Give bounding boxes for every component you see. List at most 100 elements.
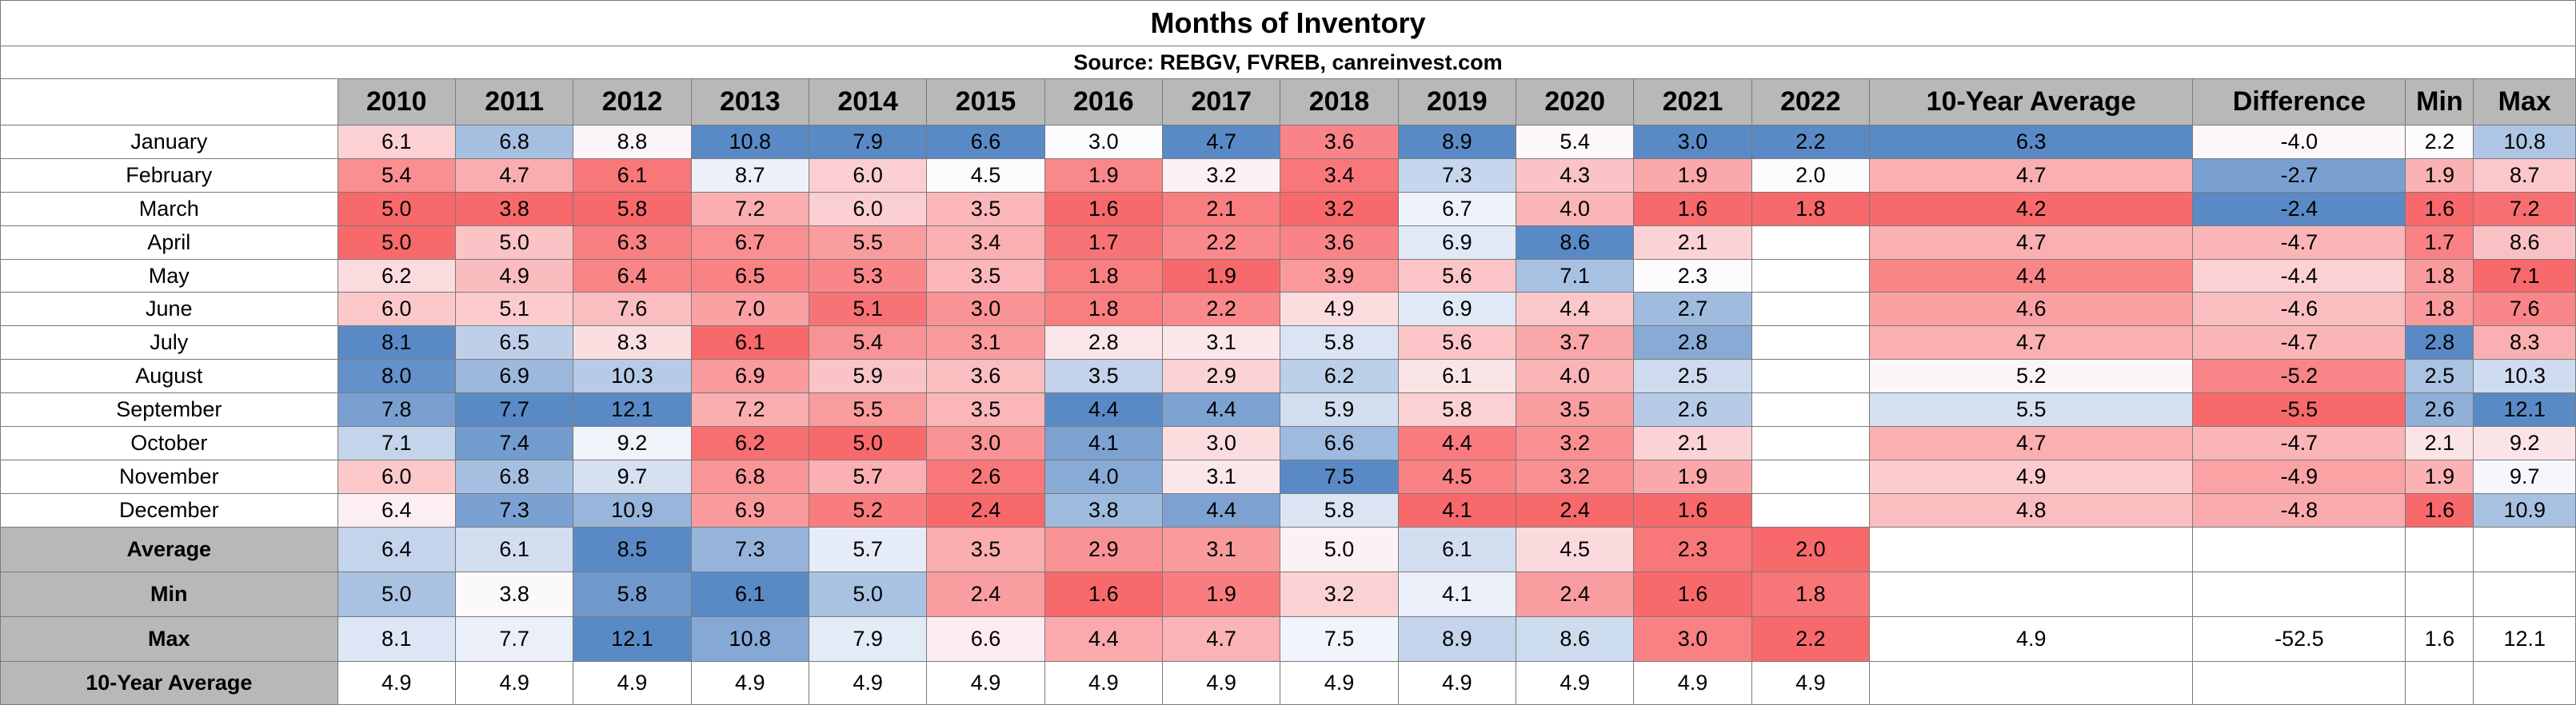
summary-cell: 1.8 xyxy=(1751,571,1871,617)
data-cell: 12.1 xyxy=(2473,392,2576,428)
summary-cell xyxy=(2473,526,2576,572)
summary-cell xyxy=(1869,526,2194,572)
column-header-2014: 2014 xyxy=(808,78,928,125)
data-cell: 6.4 xyxy=(573,258,692,293)
summary-cell: 8.5 xyxy=(573,526,692,572)
data-cell: 9.2 xyxy=(2473,426,2576,460)
data-cell: 6.2 xyxy=(1280,359,1399,394)
data-cell: 4.4 xyxy=(1161,492,1281,528)
row-label-february: February xyxy=(0,157,338,193)
data-cell: 7.4 xyxy=(454,426,574,460)
column-header-2022: 2022 xyxy=(1751,78,1871,125)
column-header-2019: 2019 xyxy=(1397,78,1517,125)
data-cell: 7.8 xyxy=(337,392,456,428)
data-cell: 1.7 xyxy=(1044,225,1164,260)
data-cell: 4.8 xyxy=(1869,492,2194,528)
data-cell: -2.4 xyxy=(2192,191,2406,226)
data-cell: 5.3 xyxy=(808,258,928,293)
data-cell: 10.3 xyxy=(573,359,692,394)
data-cell: 6.5 xyxy=(690,258,809,293)
data-cell: 5.6 xyxy=(1397,258,1517,293)
data-cell: 4.7 xyxy=(1869,426,2194,460)
summary-cell xyxy=(2473,571,2576,617)
summary-cell: 5.0 xyxy=(808,571,928,617)
data-cell: 3.1 xyxy=(926,325,1045,360)
data-cell: 3.0 xyxy=(926,292,1045,327)
data-cell: 5.1 xyxy=(808,292,928,327)
data-cell: 10.9 xyxy=(573,492,692,528)
summary-cell: 4.7 xyxy=(1161,615,1281,662)
data-cell: 6.5 xyxy=(454,325,574,360)
data-cell: 1.6 xyxy=(1633,191,1752,226)
summary-cell xyxy=(2405,526,2474,572)
row-label-september: September xyxy=(0,392,338,428)
table-row: September 7.8 7.7 12.1 7.2 5.5 3.5 4.4 4.4 5.9 5.8… xyxy=(0,392,2576,428)
summary-row-min: Min 5.0 3.8 5.8 6.1 5.0 2.4 1.6 1.9 3.2 4.1 2.4 1.6 1… xyxy=(0,571,2576,617)
data-cell: 3.2 xyxy=(1280,191,1399,226)
summary-cell: 4.9 xyxy=(1869,615,2194,662)
row-label-april: April xyxy=(0,225,338,260)
column-header-2021: 2021 xyxy=(1633,78,1752,125)
column-header-difference: Difference xyxy=(2192,78,2406,125)
data-cell: 6.2 xyxy=(337,258,456,293)
data-cell: 2.8 xyxy=(1633,325,1752,360)
summary-cell: 6.1 xyxy=(1397,526,1517,572)
summary-cell: 6.6 xyxy=(926,615,1045,662)
summary-cell: 5.7 xyxy=(808,526,928,572)
data-cell: 5.6 xyxy=(1397,325,1517,360)
summary-cell: 3.0 xyxy=(1633,615,1752,662)
summary-cell: 4.5 xyxy=(1516,526,1635,572)
data-cell: 2.4 xyxy=(926,492,1045,528)
summary-row-max: Max 8.1 7.7 12.1 10.8 7.9 6.6 4.4 4.7 7.5 8.9 8.6 3.… xyxy=(0,615,2576,662)
data-cell: 7.3 xyxy=(1397,157,1517,193)
summary-cell: 4.9 xyxy=(573,660,692,705)
data-cell: 4.1 xyxy=(1397,492,1517,528)
data-cell: 3.5 xyxy=(926,392,1045,428)
data-cell: 3.4 xyxy=(1280,157,1399,193)
data-cell: 7.9 xyxy=(808,125,928,159)
table-row: March 5.0 3.8 5.8 7.2 6.0 3.5 1.6 2.1 3.2 6.7 4.0 1.… xyxy=(0,191,2576,226)
data-cell: -4.7 xyxy=(2192,426,2406,460)
data-cell: 6.1 xyxy=(337,125,456,159)
data-cell: 5.5 xyxy=(1869,392,2194,428)
summary-cell xyxy=(2192,526,2406,572)
summary-cell: 7.5 xyxy=(1280,615,1399,662)
summary-cell: 1.9 xyxy=(1161,571,1281,617)
data-cell: 4.1 xyxy=(1044,426,1164,460)
data-cell: 4.4 xyxy=(1161,392,1281,428)
data-cell: 5.1 xyxy=(454,292,574,327)
data-cell: 5.0 xyxy=(454,225,574,260)
data-cell: 3.5 xyxy=(926,191,1045,226)
data-cell: 2.6 xyxy=(926,459,1045,494)
summary-cell: 7.9 xyxy=(808,615,928,662)
data-cell: 6.1 xyxy=(690,325,809,360)
data-cell: 6.6 xyxy=(926,125,1045,159)
data-cell: 7.7 xyxy=(454,392,574,428)
data-cell: 3.2 xyxy=(1516,426,1635,460)
data-cell: 6.0 xyxy=(808,157,928,193)
table-row: May 6.2 4.9 6.4 6.5 5.3 3.5 1.8 1.9 3.9 5.6 7.1 2.3 4… xyxy=(0,258,2576,293)
data-cell: 4.0 xyxy=(1516,359,1635,394)
data-cell: 7.2 xyxy=(690,392,809,428)
data-cell: 2.1 xyxy=(2405,426,2474,460)
summary-cell: 10.8 xyxy=(690,615,809,662)
data-cell: 5.5 xyxy=(808,392,928,428)
summary-cell: 2.4 xyxy=(1516,571,1635,617)
data-cell: 1.6 xyxy=(1044,191,1164,226)
data-cell: 7.1 xyxy=(2473,258,2576,293)
summary-cell: 8.6 xyxy=(1516,615,1635,662)
data-cell: 8.8 xyxy=(573,125,692,159)
data-cell: 5.4 xyxy=(808,325,928,360)
column-header-2016: 2016 xyxy=(1044,78,1164,125)
summary-cell xyxy=(2473,660,2576,705)
data-cell: 10.8 xyxy=(2473,125,2576,159)
data-cell: 5.0 xyxy=(337,191,456,226)
data-cell: 6.9 xyxy=(690,492,809,528)
row-label-june: June xyxy=(0,292,338,327)
data-cell: 4.4 xyxy=(1869,258,2194,293)
data-cell: 2.6 xyxy=(1633,392,1752,428)
data-cell: 10.3 xyxy=(2473,359,2576,394)
summary-label-10-year-average: 10-Year Average xyxy=(0,660,338,705)
summary-cell: 4.9 xyxy=(1516,660,1635,705)
data-cell: 9.7 xyxy=(573,459,692,494)
